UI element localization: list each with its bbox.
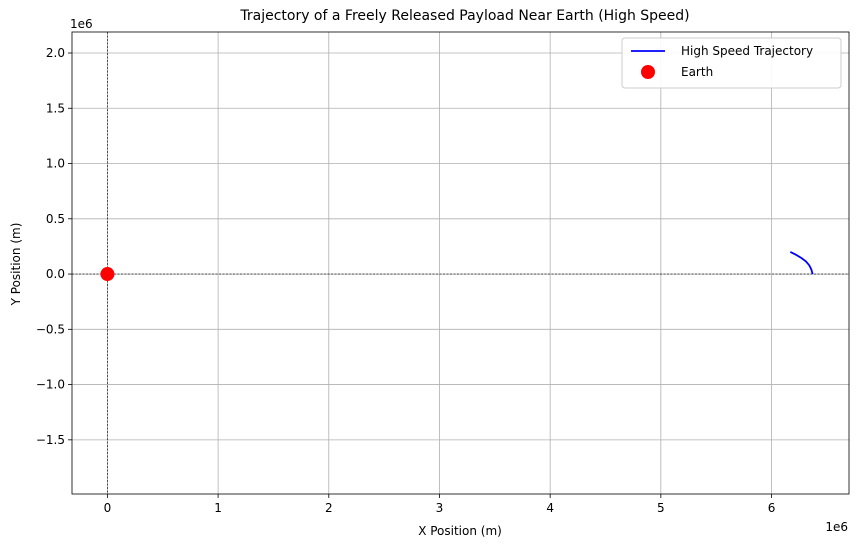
x-axis-ticks: 0 1 2 3 4 5 6	[104, 494, 776, 515]
x-axis-offset-label: 1e6	[825, 520, 848, 534]
y-tick-label: −1.0	[36, 378, 65, 392]
legend-label-earth: Earth	[681, 65, 713, 79]
y-tick-label: 1.5	[46, 101, 65, 115]
y-tick-label: −0.5	[36, 322, 65, 336]
y-tick-label: −1.5	[36, 433, 65, 447]
y-tick-label: 1.0	[46, 157, 65, 171]
x-tick-label: 6	[768, 501, 776, 515]
x-tick-label: 1	[214, 501, 222, 515]
x-tick-label: 3	[436, 501, 444, 515]
x-tick-label: 2	[325, 501, 333, 515]
chart-title: Trajectory of a Freely Released Payload …	[239, 8, 689, 24]
y-tick-label: 2.0	[46, 46, 65, 60]
y-axis-label: Y Position (m)	[9, 223, 23, 307]
y-tick-label: 0.5	[46, 212, 65, 226]
legend: High Speed Trajectory Earth	[621, 37, 842, 89]
x-axis-label: X Position (m)	[418, 524, 502, 538]
legend-label-trajectory: High Speed Trajectory	[681, 44, 813, 58]
series-layer	[100, 251, 814, 282]
y-axis-ticks: 2.0 1.5 1.0 0.5 0.0 −0.5 −1.0 −1.5	[36, 46, 72, 447]
plot-frame	[71, 31, 850, 495]
reference-lines	[72, 32, 849, 494]
trajectory-line	[789, 251, 814, 275]
y-axis-offset-label: 1e6	[70, 17, 93, 31]
x-tick-label: 0	[104, 501, 112, 515]
grid	[72, 32, 849, 494]
y-tick-label: 0.0	[46, 267, 65, 281]
legend-box	[621, 37, 842, 89]
x-tick-label: 5	[657, 501, 665, 515]
earth-marker	[100, 267, 115, 282]
legend-swatch-earth	[641, 65, 655, 79]
x-tick-label: 4	[546, 501, 554, 515]
